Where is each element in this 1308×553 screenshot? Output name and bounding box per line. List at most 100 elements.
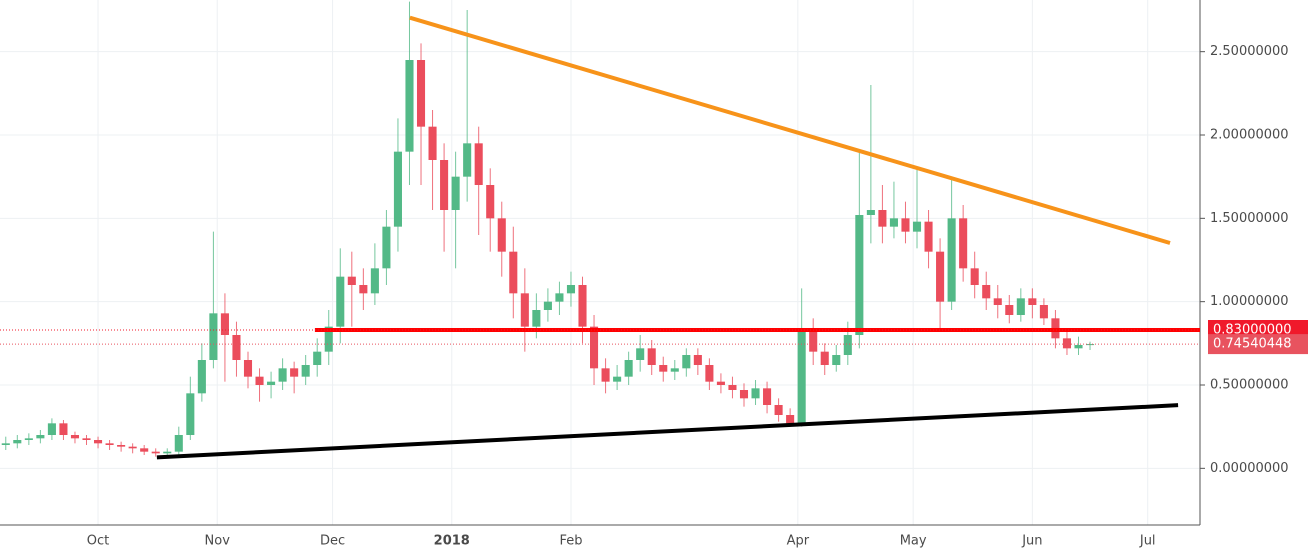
candle-body [94, 440, 103, 444]
y-tick-label: 0.00000000 [1210, 461, 1289, 476]
candle-body [1016, 298, 1025, 315]
candle-body [416, 60, 426, 127]
trend-line [409, 15, 1171, 245]
candle-body [797, 331, 806, 424]
candle-body [405, 60, 414, 152]
candle-body [613, 376, 622, 382]
candle-body [1085, 344, 1095, 346]
y-tick-label: 1.50000000 [1210, 211, 1289, 226]
candle-body [843, 335, 852, 355]
price-label: 0.74540448 [1213, 337, 1292, 352]
candle-body [70, 435, 80, 439]
candle-body [832, 355, 841, 365]
candle-body [232, 335, 241, 360]
candle-body [993, 298, 1002, 305]
candle-body [1074, 345, 1083, 349]
candle-body [705, 365, 714, 382]
candle-body [739, 390, 749, 399]
x-tick-label: Feb [559, 534, 582, 549]
candle-body [105, 443, 114, 445]
y-tick-label: 2.50000000 [1210, 44, 1289, 59]
candle-body [267, 381, 276, 385]
candle-body [601, 368, 610, 382]
candle-body [532, 310, 541, 327]
candle-body [359, 285, 368, 294]
candle-body [889, 218, 898, 227]
candle-body [347, 276, 356, 285]
candle-body [220, 313, 229, 335]
x-tick-label: Oct [87, 534, 109, 549]
candle-body [209, 313, 218, 360]
candle-body [243, 360, 253, 377]
candle-body [336, 276, 345, 327]
candle-body [728, 385, 737, 390]
candle-body [566, 285, 576, 294]
x-tick-label: Jun [1021, 534, 1042, 549]
candle-body [474, 143, 483, 185]
candle-body [451, 176, 460, 210]
candle-body [751, 388, 760, 399]
candle-body [647, 348, 656, 365]
candle-body [301, 365, 310, 377]
candle-body [716, 381, 725, 385]
candle-body [117, 445, 126, 447]
candle-body [636, 348, 645, 360]
x-tick-label: Jul [1139, 534, 1156, 549]
candle-body [912, 221, 922, 232]
candle-body [1062, 338, 1072, 349]
candle-body [820, 351, 829, 365]
candle-body [624, 360, 633, 377]
candle-body [670, 368, 679, 372]
candle-body [1028, 298, 1037, 305]
candle-body [440, 160, 449, 210]
candle-body [82, 438, 91, 440]
candle-body [959, 218, 968, 269]
candle-body [382, 226, 391, 269]
candle-body [947, 218, 956, 302]
candle-body [520, 293, 529, 327]
candle-body [24, 438, 33, 440]
candle-body [970, 268, 979, 285]
candle-body [428, 126, 437, 160]
candle-body [313, 351, 322, 365]
candle-body [59, 423, 68, 435]
candle-body [393, 151, 402, 227]
y-tick-label: 0.50000000 [1210, 378, 1289, 393]
candle-body [682, 355, 691, 369]
x-tick-label: Apr [787, 534, 810, 549]
candle-body [174, 435, 183, 452]
candle-body [47, 423, 56, 435]
candle-body [1, 443, 10, 445]
price-label-box [1208, 334, 1308, 355]
candle-body [786, 415, 795, 424]
candle-body [809, 331, 818, 352]
candle-body [763, 388, 772, 405]
candle-body [578, 285, 587, 327]
candle-body [463, 143, 472, 177]
trend-line [156, 403, 1179, 460]
candle-body [509, 251, 518, 294]
candle-body [186, 393, 195, 435]
candle-body [278, 368, 287, 382]
x-tick-label: May [900, 534, 927, 549]
candle-body [924, 221, 933, 252]
candle-body [555, 293, 564, 302]
candle-body [659, 365, 668, 372]
candle-body [543, 301, 552, 310]
candle-body [497, 218, 506, 252]
candle-body [1039, 305, 1048, 319]
candle-body [163, 451, 172, 454]
y-tick-label: 2.00000000 [1210, 128, 1289, 143]
candle-body [1005, 305, 1014, 315]
x-tick-label: Dec [320, 534, 345, 549]
candle-body [13, 440, 22, 444]
candle-body [197, 360, 206, 394]
price-label: 0.83000000 [1213, 323, 1292, 338]
candle-body [774, 405, 783, 415]
candle-body [324, 326, 333, 352]
candle-body [151, 451, 160, 454]
candle-body [255, 376, 264, 385]
candle-body [936, 251, 945, 302]
candle-body [693, 355, 702, 365]
